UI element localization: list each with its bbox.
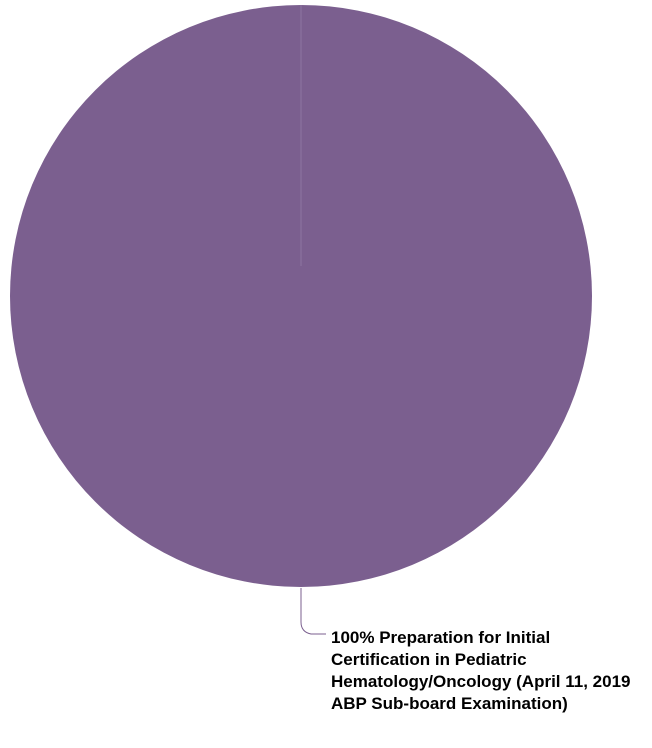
slice-data-label: 100% Preparation for Initial Certificati…	[331, 628, 631, 713]
data-label-leader-line	[300, 588, 326, 635]
pie-slices	[10, 5, 592, 587]
pie-slice-0	[10, 5, 592, 587]
